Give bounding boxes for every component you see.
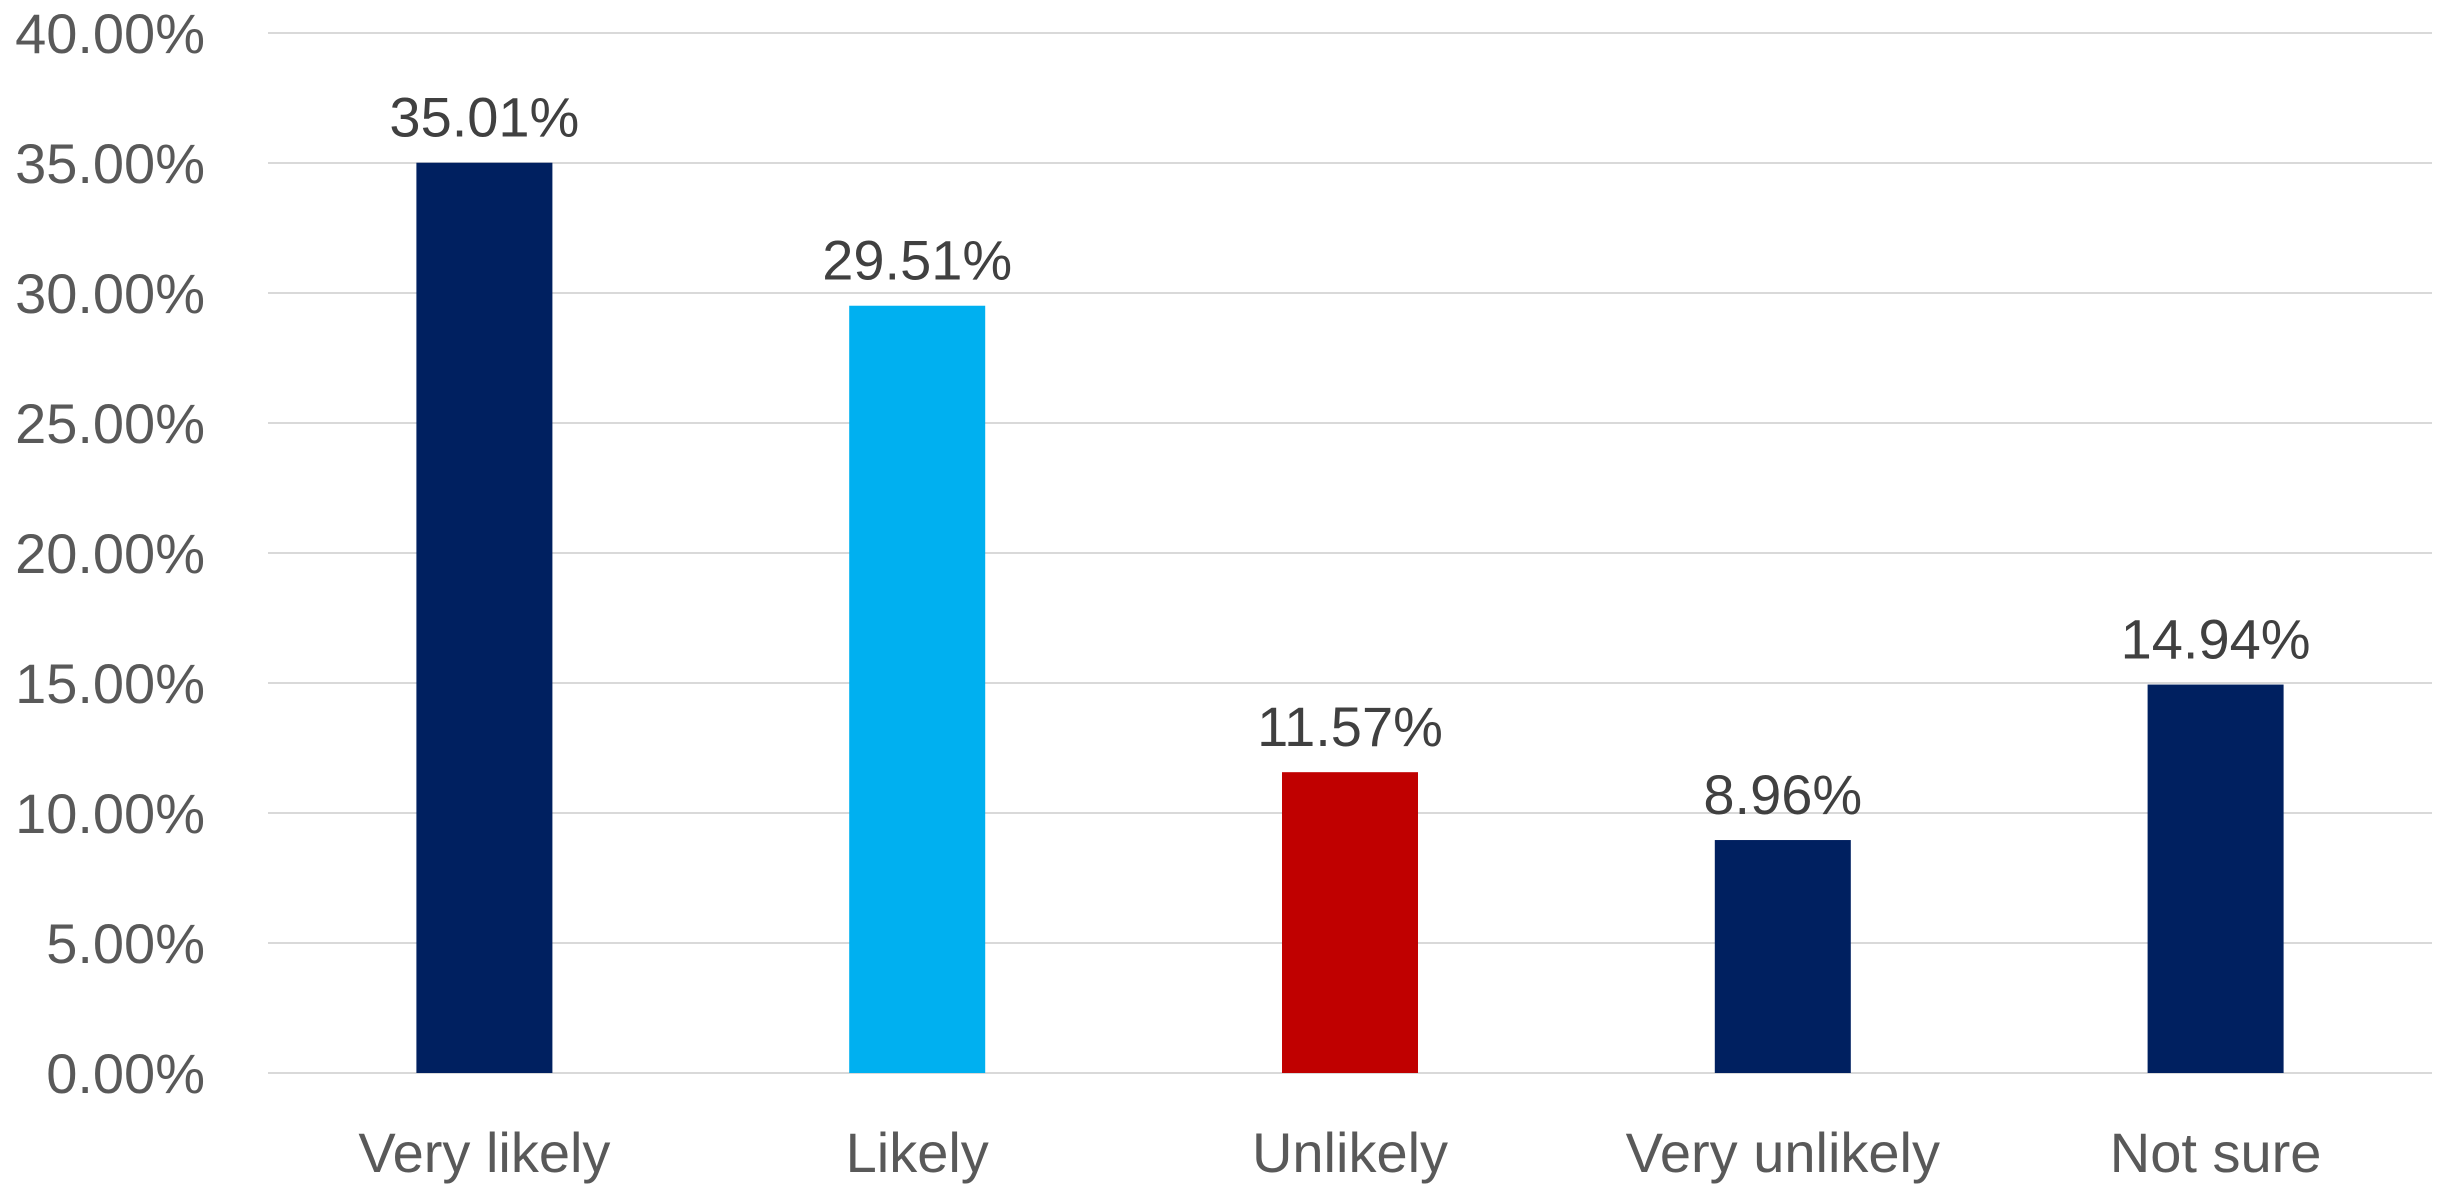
data-label: 11.57% — [1257, 695, 1443, 758]
data-label: 8.96% — [1703, 763, 1862, 826]
y-tick-label: 40.00% — [15, 2, 205, 65]
data-label: 35.01% — [389, 86, 579, 149]
bar-not-sure — [2147, 684, 2284, 1073]
data-label: 29.51% — [822, 229, 1012, 292]
y-axis-tick-labels: 0.00% 5.00% 10.00% 15.00% 20.00% 25.00% 30.00%… — [15, 2, 205, 1105]
x-tick-label: Very likely — [358, 1121, 610, 1184]
x-tick-label: Very unlikely — [1626, 1121, 1940, 1184]
bar-unlikely — [1282, 772, 1418, 1073]
y-tick-label: 35.00% — [15, 132, 205, 195]
y-tick-label: 5.00% — [46, 912, 205, 975]
x-tick-label: Unlikely — [1252, 1121, 1448, 1184]
bar-very-unlikely — [1714, 840, 1851, 1073]
x-tick-label: Not sure — [2110, 1121, 2322, 1184]
y-tick-label: 30.00% — [15, 262, 205, 325]
gridlines — [268, 32, 2432, 1074]
data-labels: 35.01% 29.51% 11.57% 8.96% 14.94% — [389, 86, 2310, 826]
data-label: 14.94% — [2121, 608, 2311, 671]
bar-very-likely — [416, 162, 553, 1074]
y-tick-label: 10.00% — [15, 782, 205, 845]
y-tick-label: 25.00% — [15, 392, 205, 455]
bar-likely — [849, 305, 986, 1073]
x-tick-label: Likely — [846, 1121, 989, 1184]
x-axis-tick-labels: Very likely Likely Unlikely Very unlikely No… — [358, 1121, 2321, 1184]
bars — [416, 162, 2284, 1074]
y-tick-label: 15.00% — [15, 652, 205, 715]
y-tick-label: 0.00% — [46, 1042, 205, 1105]
y-tick-label: 20.00% — [15, 522, 205, 585]
